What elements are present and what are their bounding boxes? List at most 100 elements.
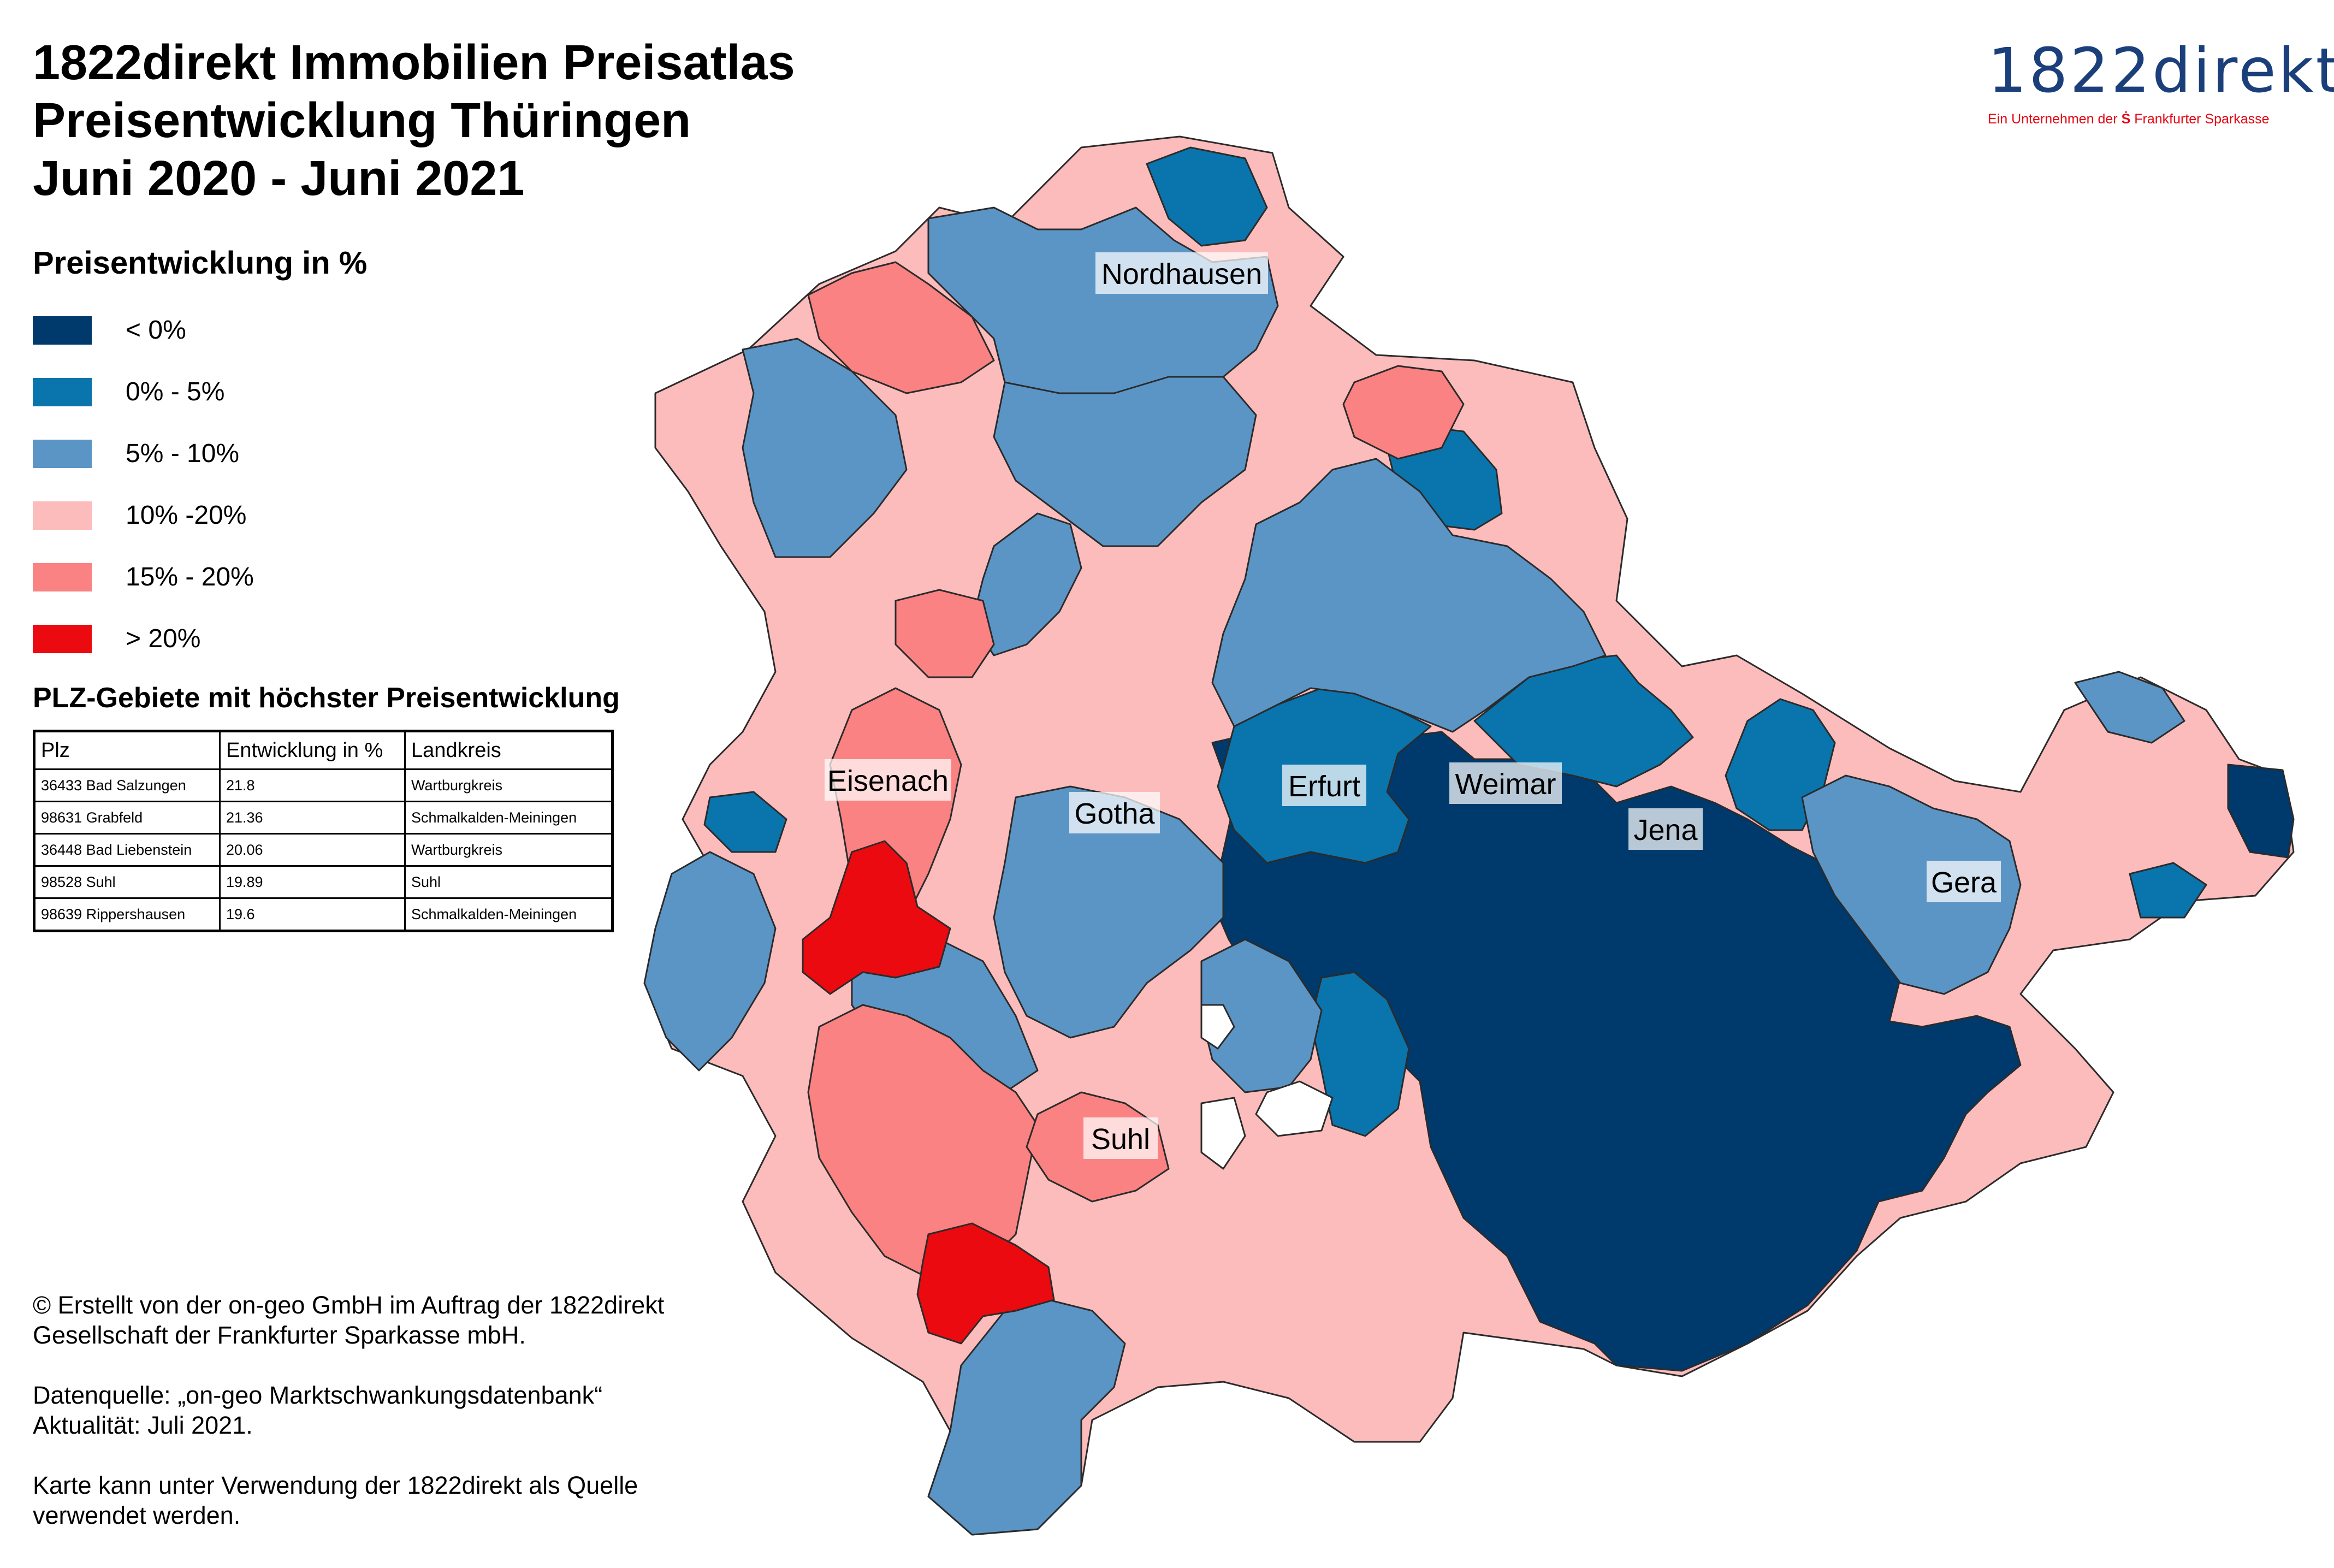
logo-tagline: Ein Unternehmen der Ṡ Frankfurter Sparka… — [1988, 111, 2310, 127]
table-cell: 21.8 — [219, 768, 406, 802]
credit-source: Datenquelle: „on-geo Marktschwankungsdat… — [33, 1380, 743, 1440]
legend: < 0% 0% - 5% 5% - 10% 10% -20% 15% - 20%… — [33, 299, 254, 670]
map-region — [916, 1222, 1055, 1345]
table-row: 36433 Bad Salzungen 21.8 Wartburgkreis — [33, 768, 613, 802]
title-line-1: 1822direkt Immobilien Preisatlas — [33, 35, 795, 90]
table-row: 98631 Grabfeld 21.36 Schmalkalden-Meinin… — [33, 801, 613, 835]
city-labels: Nordhausen Eisenach Gotha Erfurt Weimar … — [825, 252, 2001, 1159]
logo-parent-name: Frankfurter Sparkasse — [2134, 111, 2270, 127]
legend-label: 10% -20% — [126, 501, 247, 530]
column-header: Plz — [33, 730, 221, 770]
plz-table-title: PLZ-Gebiete mit höchster Preisentwicklun… — [33, 682, 620, 714]
table-cell: 98528 Suhl — [33, 865, 221, 899]
sparkasse-icon: Ṡ — [2121, 111, 2131, 127]
map-region — [1211, 458, 1607, 733]
map-region — [1310, 971, 1410, 1137]
table-cell: Wartburgkreis — [404, 833, 613, 867]
city-label-bg — [1095, 252, 1268, 294]
map-region — [1200, 1097, 1246, 1170]
table-cell: 21.36 — [219, 801, 406, 835]
legend-swatch — [33, 439, 92, 468]
map-title: 1822direkt Immobilien Preisatlas Preisen… — [33, 34, 795, 208]
legend-label: > 20% — [126, 624, 201, 653]
map-region — [742, 338, 908, 558]
map-region — [807, 1004, 1039, 1279]
table-cell: Wartburgkreis — [404, 768, 613, 802]
table-cell: 36448 Bad Liebenstein — [33, 833, 221, 867]
legend-item: 5% - 10% — [33, 423, 254, 484]
table-row: 98528 Suhl 19.89 Suhl — [33, 865, 613, 899]
table-header-row: Plz Entwicklung in % Landkreis — [33, 730, 613, 770]
legend-title: Preisentwicklung in % — [33, 245, 368, 281]
city-label-weimar: Weimar — [1455, 768, 1556, 801]
city-label-bg — [1282, 765, 1366, 806]
legend-label: 15% - 20% — [126, 563, 254, 591]
column-header: Entwicklung in % — [219, 730, 406, 770]
table-cell: 19.89 — [219, 865, 406, 899]
map-region — [1801, 774, 2022, 995]
legend-item: 10% -20% — [33, 484, 254, 546]
credit-datasource: Datenquelle: „on-geo Marktschwankungsdat… — [33, 1381, 603, 1409]
title-line-2: Preisentwicklung Thüringen — [33, 93, 691, 148]
map-region — [1342, 365, 1465, 460]
legend-swatch — [33, 563, 92, 591]
city-label-gera: Gera — [1931, 866, 1997, 899]
map-region — [1200, 1004, 1235, 1050]
city-label-bg — [825, 759, 951, 801]
map-region — [643, 851, 777, 1072]
legend-label: 5% - 10% — [126, 439, 240, 468]
city-label-suhl: Suhl — [1091, 1123, 1150, 1156]
plz-table: Plz Entwicklung in % Landkreis 36433 Bad… — [33, 730, 614, 932]
city-label-nordhausen: Nordhausen — [1101, 258, 1262, 291]
city-label-bg — [1083, 1117, 1158, 1159]
map-region — [2129, 862, 2207, 919]
map-region — [2074, 671, 2185, 744]
credit-author: © Erstellt von der on-geo GmbH im Auftra… — [33, 1291, 665, 1349]
legend-swatch — [33, 501, 92, 530]
table-cell: 36433 Bad Salzungen — [33, 768, 221, 802]
table-cell: Suhl — [404, 865, 613, 899]
credit-usage: Karte kann unter Verwendung der 1822dire… — [33, 1471, 638, 1529]
city-label-bg — [1927, 861, 2001, 902]
map-region — [703, 791, 787, 853]
legend-item: 15% - 20% — [33, 546, 254, 608]
city-label-bg — [1069, 792, 1160, 833]
legend-swatch — [33, 624, 92, 653]
city-label-bg — [1449, 762, 1562, 804]
title-line-3: Juni 2020 - Juni 2021 — [33, 151, 525, 206]
city-label-eisenach: Eisenach — [827, 765, 949, 797]
legend-label: < 0% — [126, 316, 186, 345]
table-cell: Schmalkalden-Meiningen — [404, 897, 613, 932]
map-region — [1146, 146, 1268, 247]
city-label-bg — [1628, 808, 1703, 850]
city-label-gotha: Gotha — [1074, 797, 1155, 830]
table-row: 36448 Bad Liebenstein 20.06 Wartburgkrei… — [33, 833, 613, 867]
credits: © Erstellt von der on-geo GmbH im Auftra… — [33, 1290, 743, 1560]
credit-date: Aktualität: Juli 2021. — [33, 1411, 253, 1439]
map-region — [1255, 1080, 1334, 1137]
city-label-erfurt: Erfurt — [1288, 770, 1360, 803]
legend-item: 0% - 5% — [33, 361, 254, 423]
legend-item: < 0% — [33, 299, 254, 361]
brand-logo: 1822direkt Ein Unternehmen der Ṡ Frankfu… — [1988, 35, 2334, 127]
legend-label: 0% - 5% — [126, 377, 225, 406]
city-label-jena: Jena — [1633, 814, 1698, 847]
legend-item: > 20% — [33, 608, 254, 670]
table-row: 98639 Rippershausen 19.6 Schmalkalden-Me… — [33, 897, 613, 932]
map-region — [807, 261, 995, 394]
map-region — [927, 1299, 1126, 1536]
column-header: Landkreis — [404, 730, 613, 770]
map-region — [894, 589, 995, 678]
legend-swatch — [33, 316, 92, 345]
map-region — [2227, 764, 2295, 859]
legend-swatch — [33, 377, 92, 406]
map-region — [993, 376, 1257, 547]
table-cell: Schmalkalden-Meiningen — [404, 801, 613, 835]
logo-tagline-text: Ein Unternehmen der — [1988, 111, 2118, 127]
map-region — [802, 840, 951, 995]
logo-wordmark: 1822direkt — [1988, 35, 2334, 106]
table-cell: 98631 Grabfeld — [33, 801, 221, 835]
table-cell: 19.6 — [219, 897, 406, 932]
table-cell: 98639 Rippershausen — [33, 897, 221, 932]
